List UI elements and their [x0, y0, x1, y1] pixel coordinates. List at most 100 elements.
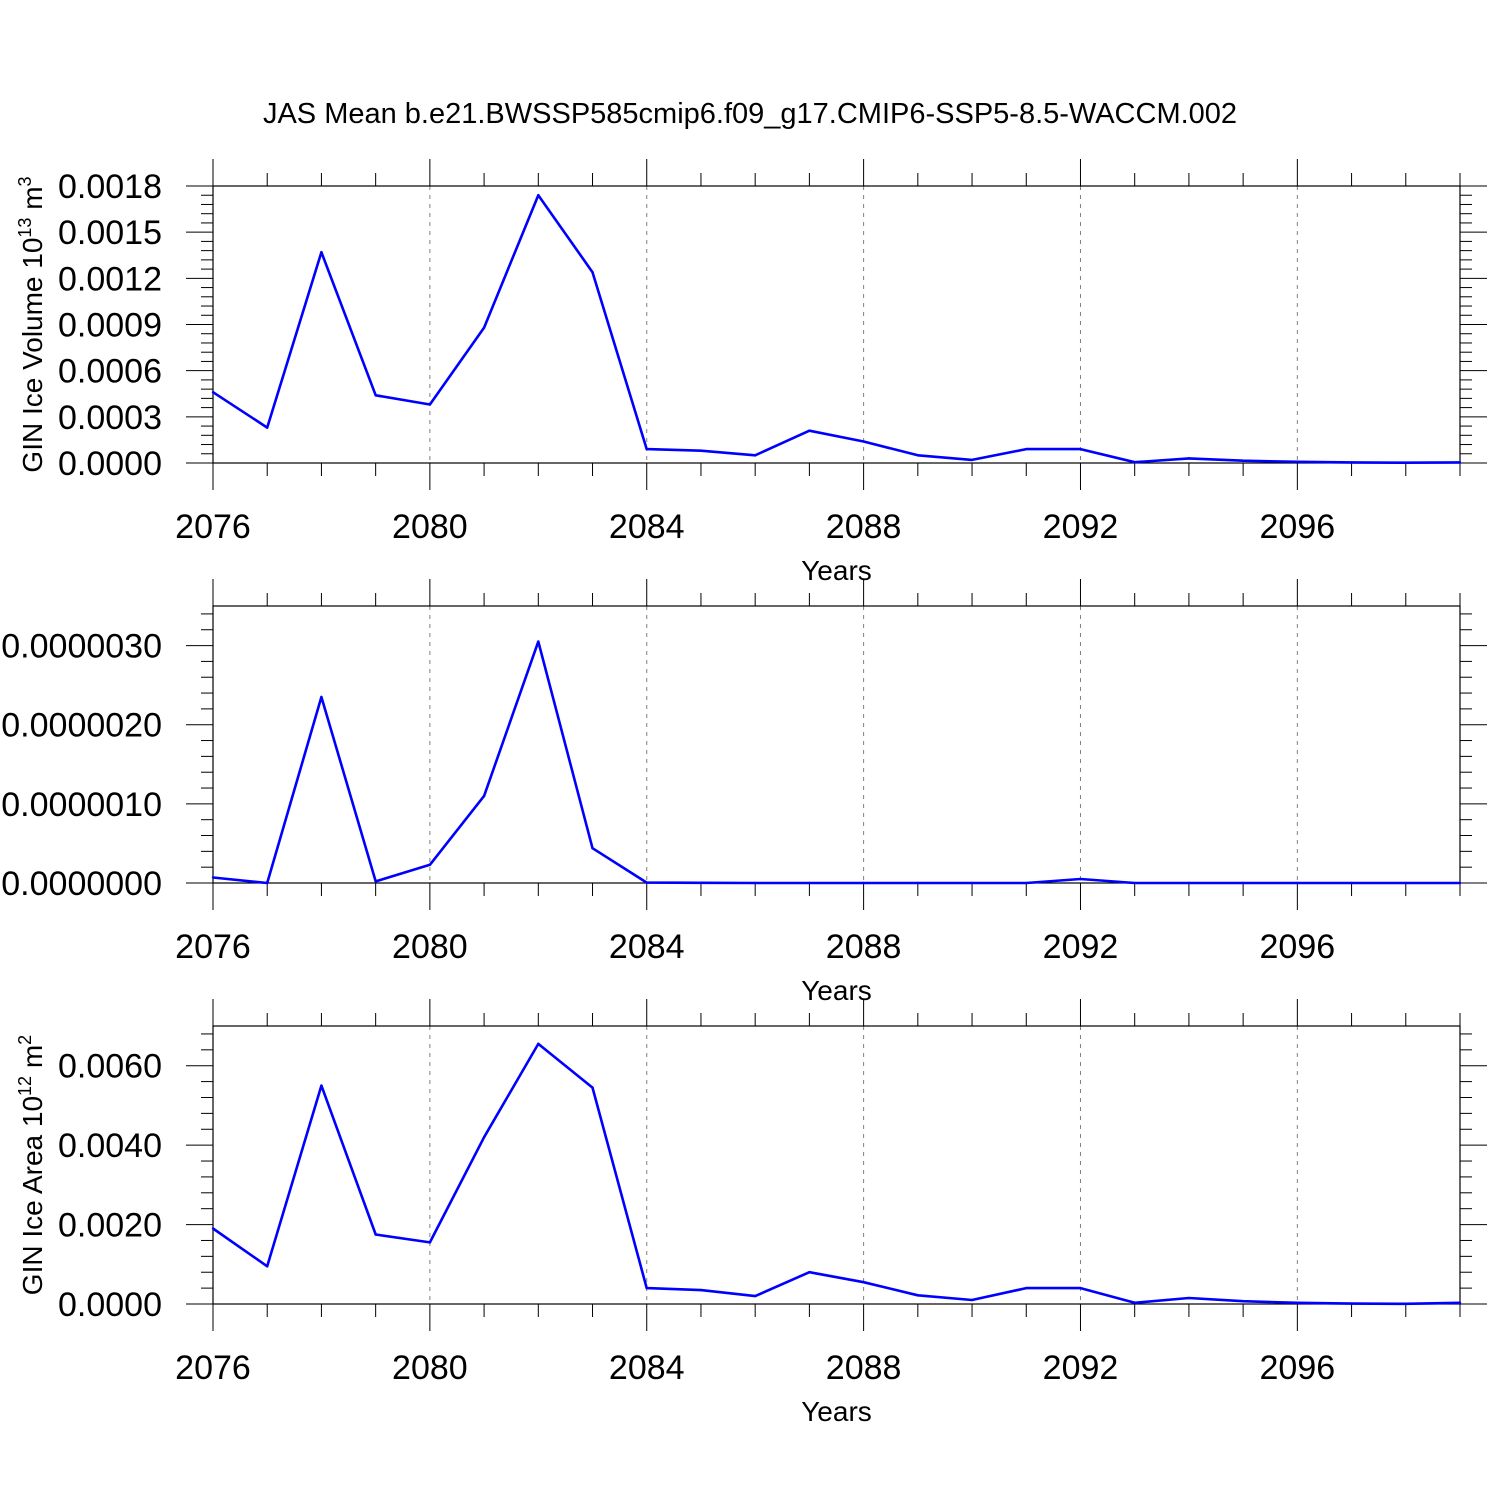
data-point — [1133, 881, 1136, 885]
plot-panel-1: 2076 2080 2084 2088 2092 2096 Years 0.0000 0.000… — [15, 159, 1487, 586]
data-point — [1404, 881, 1407, 885]
data-point — [1404, 461, 1407, 464]
data-point — [1350, 461, 1353, 464]
data-point — [591, 846, 594, 850]
y-axis-title-exponent: 12 — [15, 1076, 35, 1096]
data-point — [211, 391, 215, 394]
data-point — [1025, 881, 1028, 885]
data-point — [428, 1241, 432, 1244]
data-point — [1458, 461, 1462, 464]
data-point — [808, 881, 811, 885]
y-axis-title-text: GIN Ice Volume 10 — [17, 238, 48, 473]
series-line-2 — [212, 640, 1460, 885]
data-point — [1350, 881, 1353, 885]
data-point — [211, 876, 215, 879]
x-tick-label: 2084 — [609, 1349, 685, 1387]
data-point — [537, 194, 540, 197]
data-point — [970, 881, 974, 885]
data-point — [1296, 1301, 1299, 1305]
data-point — [1458, 1301, 1462, 1305]
data-point — [1458, 881, 1462, 885]
x-tick-label: 2096 — [1260, 928, 1336, 966]
y-axis-title: GIN Ice Volume 1013 m3 — [15, 176, 48, 472]
data-point — [428, 863, 432, 866]
data-point — [211, 1227, 215, 1230]
y-tick-label: 0.0040 — [58, 1127, 162, 1165]
data-point — [320, 250, 323, 254]
data-point — [1296, 881, 1299, 885]
data-point — [916, 454, 920, 457]
data-point — [591, 1086, 594, 1089]
y-tick-label: 0.0006 — [58, 353, 162, 391]
data-point — [1079, 447, 1082, 451]
x-tick-label: 2088 — [826, 508, 902, 546]
y-axis-title-unit: m — [17, 186, 48, 217]
data-point — [1079, 877, 1082, 881]
y-tick-label: 0.0000 — [58, 445, 162, 483]
x-tick-label: 2092 — [1043, 1349, 1119, 1387]
y-tick-label: 0.0000010 — [1, 786, 162, 824]
data-point — [1133, 461, 1136, 464]
data-point — [1350, 1302, 1353, 1305]
data-point — [320, 695, 323, 699]
data-point — [537, 1042, 540, 1046]
data-point — [266, 881, 269, 885]
x-tick-label: 2084 — [609, 508, 685, 546]
x-tick-label: 2096 — [1260, 508, 1336, 546]
data-point — [753, 454, 757, 457]
x-tick-label: 2088 — [826, 1349, 902, 1387]
data-point — [862, 440, 865, 443]
plot-panel-2: 2076 2080 2084 2088 2092 2096 Years 0.0000000 0.… — [1, 579, 1487, 1006]
y-tick-label: 0.0000000 — [1, 865, 162, 903]
x-tick-label: 2080 — [392, 928, 468, 966]
data-point — [320, 1084, 323, 1087]
data-point — [482, 326, 486, 329]
data-point — [753, 1294, 757, 1298]
data-point — [1296, 460, 1299, 463]
y-tick-label: 0.0003 — [58, 399, 162, 437]
data-point — [1187, 1296, 1191, 1300]
data-point — [1404, 1302, 1407, 1306]
plot-frame — [212, 1025, 1461, 1305]
y-tick-label: 0.0012 — [58, 260, 162, 298]
x-tick-label: 2096 — [1260, 1349, 1336, 1387]
data-point — [645, 881, 648, 884]
x-tick-label: 2080 — [392, 1349, 468, 1387]
chart-title: JAS Mean b.e21.BWSSP585cmip6.f09_g17.CMI… — [263, 98, 1237, 130]
x-axis-title: Years — [801, 975, 872, 1006]
y-tick-label: 0.0060 — [58, 1048, 162, 1086]
x-tick-label: 2088 — [826, 928, 902, 966]
data-point — [1133, 1301, 1136, 1305]
data-point — [916, 1294, 920, 1297]
y-tick-label: 0.0000020 — [1, 707, 162, 745]
data-point — [645, 1286, 648, 1290]
y-axis-title-unit: m — [17, 1045, 48, 1076]
data-point — [1187, 881, 1191, 885]
data-point — [428, 403, 432, 406]
data-point — [753, 881, 757, 885]
y-tick-label: 0.0015 — [58, 214, 162, 252]
data-point — [645, 447, 648, 451]
x-tick-label: 2076 — [175, 1349, 251, 1387]
x-tick-label: 2076 — [175, 928, 251, 966]
data-point — [374, 1233, 377, 1236]
data-point — [482, 794, 486, 798]
data-point — [808, 1271, 811, 1274]
data-point — [266, 426, 269, 429]
data-point — [374, 880, 377, 883]
x-tick-label: 2092 — [1043, 928, 1119, 966]
y-axis-title-exponent: 13 — [15, 218, 35, 238]
data-point — [1241, 881, 1245, 885]
series-line-3 — [212, 1042, 1461, 1306]
y-axis-title-unit-exponent: 2 — [15, 1035, 35, 1045]
data-point — [970, 458, 974, 462]
y-tick-label: 0.0009 — [58, 307, 162, 345]
y-axis-title-text: GIN Ice Area 10 — [17, 1096, 48, 1295]
series-line-1 — [212, 193, 1461, 465]
x-axis-title: Years — [801, 555, 872, 586]
y-tick-label: 0.0020 — [58, 1207, 162, 1245]
data-point — [970, 1298, 974, 1302]
data-point — [808, 429, 811, 432]
data-point — [482, 1136, 486, 1139]
